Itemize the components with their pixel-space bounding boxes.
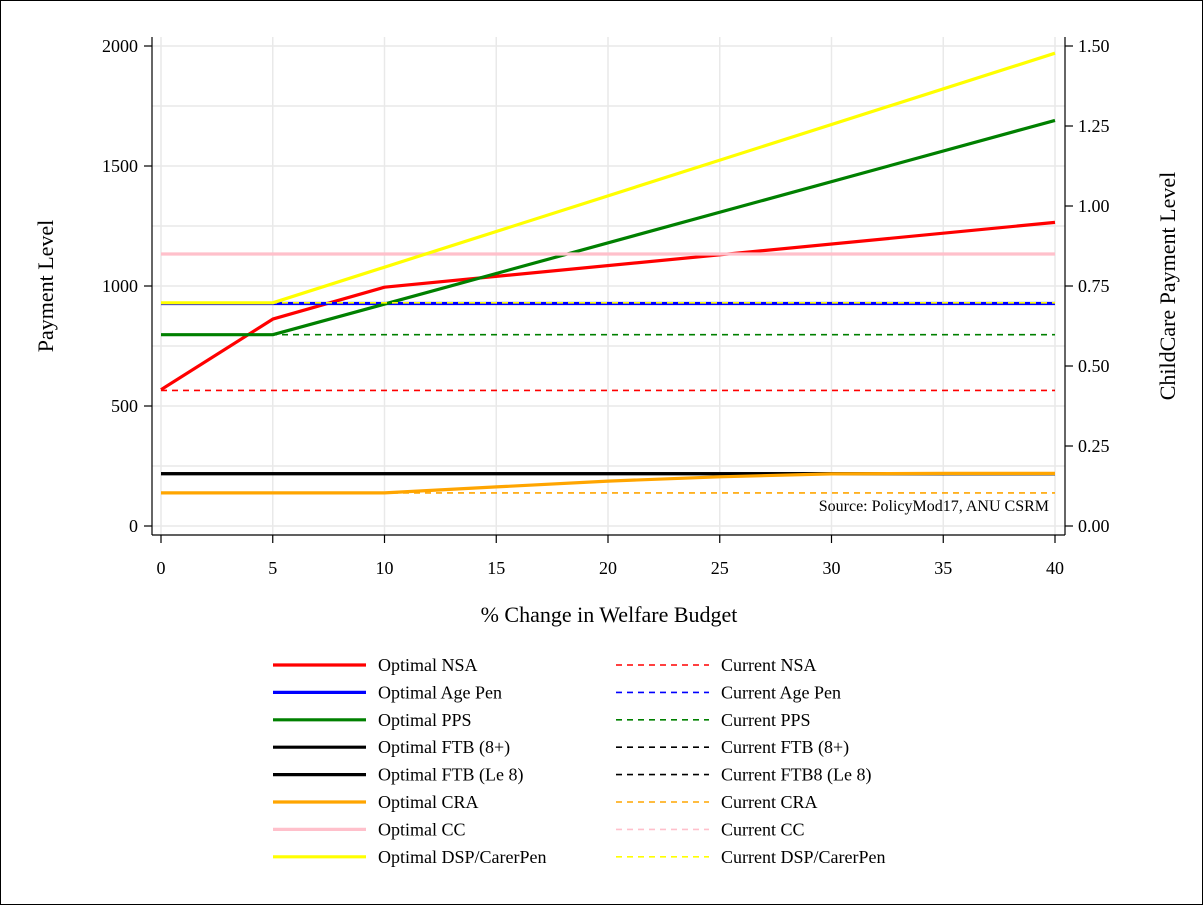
legend-label: Current CC (721, 819, 805, 839)
grid (152, 37, 1065, 535)
y-tick-label: 1500 (102, 156, 138, 176)
y2-tick-label: 1.25 (1078, 116, 1110, 136)
legend-label: Current NSA (721, 655, 817, 675)
y2-tick-label: 0.25 (1078, 436, 1110, 456)
legend-label: Optimal PPS (378, 710, 472, 730)
x-tick-label: 5 (268, 558, 277, 578)
x-tick-label: 40 (1046, 558, 1064, 578)
x-axis-title: % Change in Welfare Budget (481, 602, 738, 627)
legend-label: Optimal NSA (378, 655, 478, 675)
legend-label: Current CRA (721, 792, 818, 812)
series-line-optimal-cra (161, 471, 1055, 495)
legend-label: Current FTB (8+) (721, 737, 849, 758)
x-tick-label: 25 (711, 558, 729, 578)
legend-label: Current Age Pen (721, 682, 841, 702)
x-tick-label: 20 (599, 558, 617, 578)
series-group (160, 51, 1056, 495)
legend-label: Optimal FTB (Le 8) (378, 765, 523, 786)
y-tick-label: 1000 (102, 276, 138, 296)
x-tick-label: 0 (157, 558, 166, 578)
y2-tick-label: 1.00 (1078, 196, 1110, 216)
y2-tick-label: 0.75 (1078, 276, 1110, 296)
legend-label: Optimal FTB (8+) (378, 737, 510, 758)
y-tick-label: 2000 (102, 36, 138, 56)
y-tick-label: 0 (129, 516, 138, 536)
ticks: 0 5 10 15 20 25 30 35 40 0 500 1000 1500 2000 0.00 0.25… (102, 36, 1110, 578)
y2-tick-label: 0.50 (1078, 356, 1110, 376)
legend-label: Optimal DSP/CarerPen (378, 847, 547, 867)
legend-label: Current PPS (721, 710, 811, 730)
source-annotation: Source: PolicyMod17, ANU CSRM (819, 498, 1049, 515)
legend-label: Optimal Age Pen (378, 682, 502, 702)
y-tick-label: 500 (111, 396, 138, 416)
x-tick-label: 30 (823, 558, 841, 578)
y2-tick-label: 1.50 (1078, 36, 1110, 56)
x-tick-label: 15 (487, 558, 505, 578)
legend-label: Current FTB8 (Le 8) (721, 765, 871, 786)
legend-label: Optimal CRA (378, 792, 479, 812)
x-tick-label: 35 (934, 558, 952, 578)
x-tick-label: 10 (376, 558, 394, 578)
y2-tick-label: 0.00 (1078, 516, 1110, 536)
legend: Optimal NSA Optimal Age Pen Optimal PPS Opt… (273, 655, 885, 867)
y-axis-title: Payment Level (33, 220, 58, 353)
y2-axis-title: ChildCare Payment Level (1155, 172, 1180, 401)
legend-label: Optimal CC (378, 819, 466, 839)
legend-label: Current DSP/CarerPen (721, 847, 885, 867)
